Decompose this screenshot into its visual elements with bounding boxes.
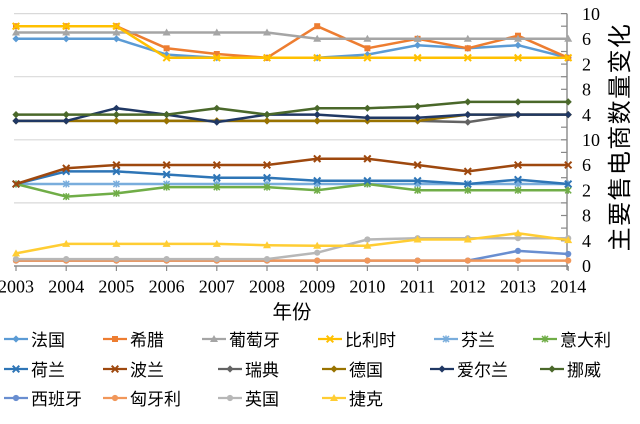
svg-text:德国: 德国: [349, 361, 383, 380]
svg-text:芬兰: 芬兰: [461, 331, 495, 350]
svg-text:爱尔兰: 爱尔兰: [457, 361, 508, 380]
svg-text:2007: 2007: [199, 277, 235, 297]
svg-text:2006: 2006: [149, 277, 185, 297]
svg-text:2009: 2009: [299, 277, 335, 297]
svg-text:8: 8: [582, 80, 591, 100]
svg-text:8: 8: [582, 206, 591, 226]
svg-text:捷克: 捷克: [349, 390, 383, 409]
svg-text:葡萄牙: 葡萄牙: [229, 331, 280, 350]
svg-text:6: 6: [582, 29, 591, 49]
svg-text:10: 10: [582, 130, 600, 150]
svg-text:2004: 2004: [48, 277, 84, 297]
svg-text:2008: 2008: [249, 277, 285, 297]
svg-text:主要售电商数量变化: 主要售电商数量变化: [607, 23, 634, 252]
svg-text:比利时: 比利时: [345, 331, 396, 350]
svg-text:2010: 2010: [349, 277, 385, 297]
svg-text:4: 4: [582, 231, 591, 251]
svg-text:0: 0: [582, 256, 591, 276]
svg-text:法国: 法国: [31, 331, 65, 350]
svg-text:2: 2: [582, 181, 591, 201]
svg-text:挪威: 挪威: [567, 361, 601, 380]
svg-text:瑞典: 瑞典: [245, 361, 279, 380]
svg-text:希腊: 希腊: [130, 331, 164, 350]
svg-text:2005: 2005: [98, 277, 134, 297]
svg-text:匈牙利: 匈牙利: [130, 390, 181, 409]
svg-text:荷兰: 荷兰: [31, 361, 65, 380]
svg-text:2014: 2014: [550, 277, 586, 297]
svg-text:2011: 2011: [400, 277, 435, 297]
svg-text:10: 10: [582, 4, 600, 24]
svg-text:4: 4: [582, 105, 591, 125]
svg-text:2: 2: [582, 54, 591, 74]
svg-text:意大利: 意大利: [560, 331, 611, 350]
svg-text:年份: 年份: [272, 302, 311, 324]
svg-text:2013: 2013: [500, 277, 536, 297]
svg-text:英国: 英国: [245, 390, 279, 409]
svg-text:2003: 2003: [0, 277, 34, 297]
svg-text:2012: 2012: [450, 277, 486, 297]
svg-text:6: 6: [582, 155, 591, 175]
svg-text:波兰: 波兰: [130, 361, 164, 380]
svg-text:西班牙: 西班牙: [31, 390, 82, 409]
